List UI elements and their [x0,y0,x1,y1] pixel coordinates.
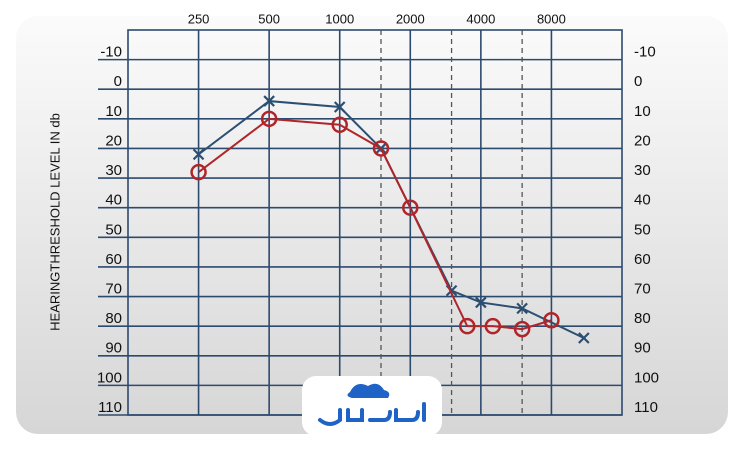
y-tick-label-right: -10 [634,44,656,61]
marker-o [543,311,560,329]
y-tick-label: 50 [105,221,122,238]
y-tick-label: -10 [100,44,122,61]
y-tick-label-right: 60 [634,251,651,268]
y-tick-label: 40 [105,192,122,209]
x-tick-label: 2000 [396,11,425,26]
marker-x [516,302,528,315]
marker-o [260,110,278,128]
y-tick-label: 10 [105,103,122,120]
y-tick-label-right: 50 [634,221,651,238]
y-tick-label: 90 [105,340,122,357]
y-tick-label: 80 [105,310,122,327]
y-tick-label-right: 110 [634,399,658,416]
y-tick-label-right: 10 [634,103,651,120]
marker-o [402,199,419,216]
y-axis-title: HEARINGTHRESHOLD LEVEL IN db [47,113,62,331]
x-tick-label: 1000 [325,11,354,26]
y-tick-label: 60 [105,251,122,268]
marker-o [190,163,207,181]
y-tick-label-right: 0 [634,73,642,90]
card [16,16,728,434]
y-tick-label-right: 70 [634,281,651,298]
logo [302,376,442,436]
y-tick-label: 70 [105,281,122,298]
y-tick-label: 0 [114,73,122,90]
y-tick-label-right: 80 [634,310,651,327]
marker-o [331,116,348,134]
x-tick-label: 500 [258,11,280,26]
y-tick-label-right: 30 [634,162,651,179]
marker-x [578,332,590,344]
y-tick-label: 20 [105,132,122,149]
marker-x [192,148,205,161]
y-tick-label-right: 20 [634,132,651,149]
y-tick-label: 110 [98,399,122,416]
marker-o [372,140,390,157]
marker-o [513,320,531,338]
x-tick-label: 250 [188,11,210,26]
marker-o [459,317,476,335]
y-tick-label-right: 100 [634,369,659,386]
marker-x [333,101,346,113]
marker-o [484,317,502,335]
y-tick-label: 30 [105,162,122,179]
y-tick-label-right: 90 [634,340,651,357]
y-tick-label-right: 40 [634,192,651,209]
series-line [197,117,552,331]
x-tick-label: 8000 [537,11,566,26]
x-tick-label: 4000 [466,11,495,26]
y-tick-label: 100 [97,369,122,386]
marker-x [263,95,275,107]
marker-x [475,296,487,309]
